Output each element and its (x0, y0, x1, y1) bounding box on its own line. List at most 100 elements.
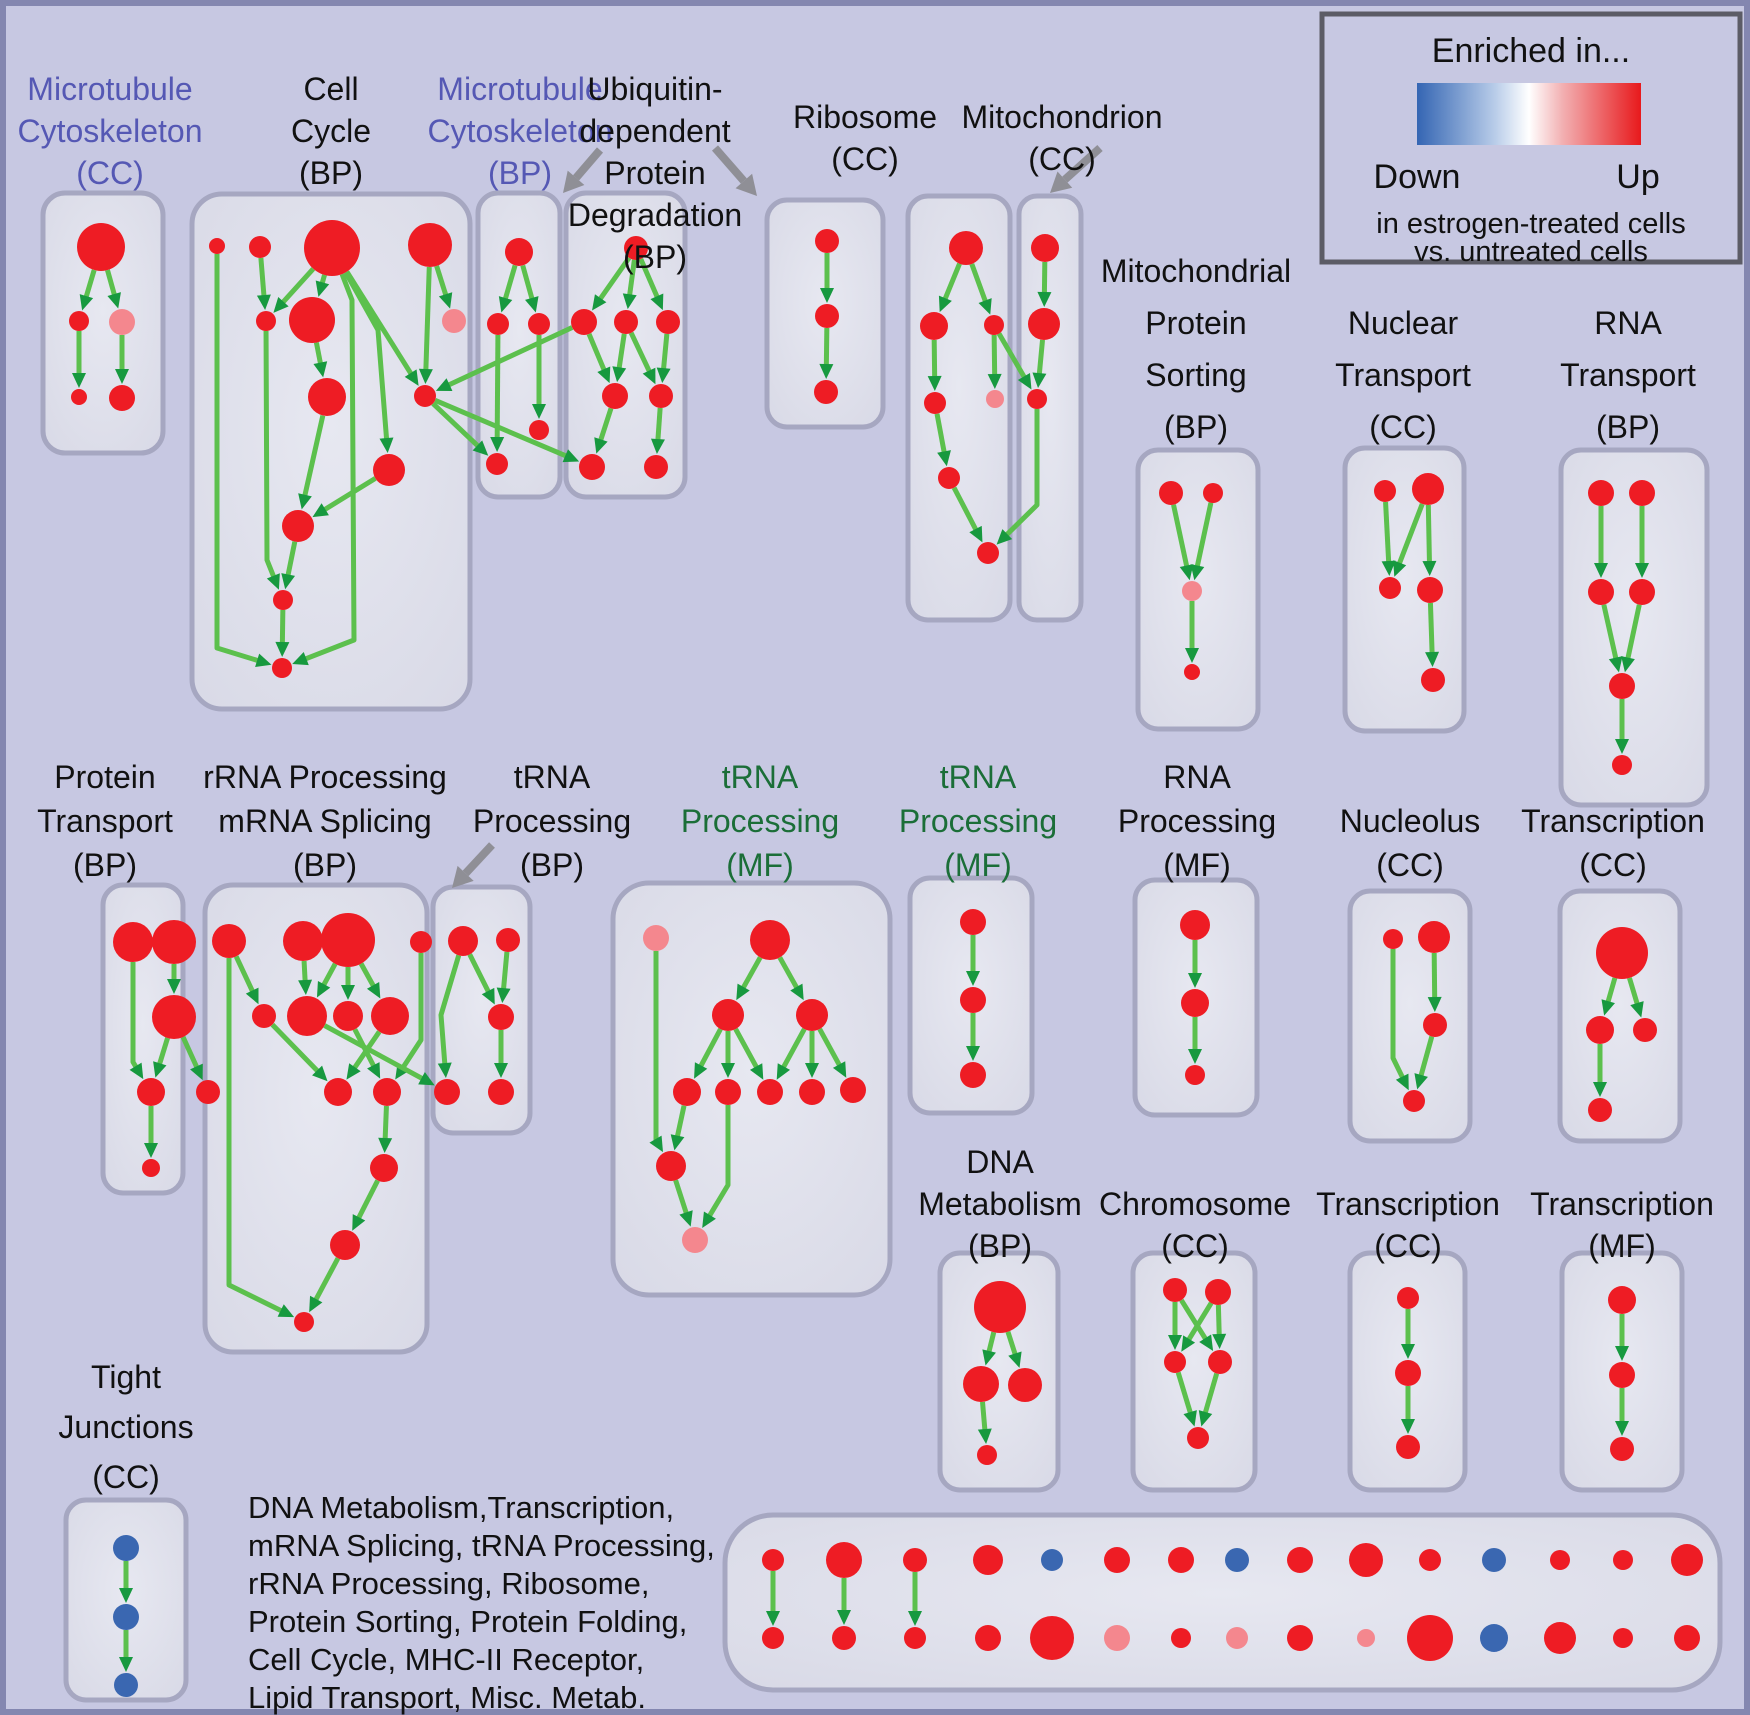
cluster-label-transcription-cc-row3: Transcription (1316, 1186, 1500, 1222)
edge-arrowhead (749, 1063, 764, 1080)
edge-arrowhead (266, 573, 280, 590)
edge-arrowhead (352, 1214, 366, 1231)
edge-arrowhead (1181, 1335, 1196, 1352)
gene-node-S3 (1182, 581, 1202, 601)
collapsed-terms-text-line: Protein Sorting, Protein Folding, (248, 1604, 687, 1639)
cluster-label-ubiquitin-dependent-protein-degradation-bp: (BP) (623, 239, 687, 275)
edge-arrowhead (977, 1428, 992, 1445)
gene-node-M1 (487, 313, 509, 335)
edge-arrowhead (982, 1349, 996, 1366)
gene-node-G6 (757, 1079, 783, 1105)
edge-arrowhead (1183, 1410, 1197, 1427)
gene-node-X0 (113, 1535, 139, 1561)
edge-arrowhead (592, 294, 607, 311)
edge-line (319, 962, 338, 990)
edge-arrowhead (481, 987, 495, 1005)
cluster-box-misc (722, 1512, 1723, 1693)
gene-node-B10b (1357, 1629, 1375, 1647)
edge-arrowhead (1615, 1421, 1629, 1436)
cluster-label-rna-transport-bp: (BP) (1596, 409, 1660, 445)
edge-line (312, 1257, 341, 1304)
edge-line (1184, 1301, 1214, 1344)
gene-node-H0 (960, 909, 986, 935)
gene-node-N1 (1374, 480, 1396, 502)
gene-node-V2 (814, 380, 838, 404)
cluster-label-trna-processing-mf-2: tRNA (940, 759, 1017, 795)
gene-node-H1 (960, 987, 986, 1013)
edge-line (320, 476, 377, 514)
gene-node-Q13 (294, 1312, 314, 1332)
cluster-box-nu (1347, 888, 1473, 1144)
edge-line (494, 334, 501, 442)
gene-node-F1 (1395, 1360, 1421, 1386)
gene-node-T2 (1629, 480, 1655, 506)
edge-line (278, 267, 316, 307)
label-pointer-arrowhead (1050, 171, 1073, 193)
cluster-label-ubiquitin-dependent-protein-degradation-bp: Protein (604, 155, 705, 191)
gene-node-B9b (1287, 1625, 1313, 1651)
edge-line (941, 262, 962, 303)
edge-arrowhead (472, 440, 489, 456)
edge-arrowhead (1198, 1410, 1213, 1427)
gene-node-C1 (249, 236, 271, 258)
edge-line (1179, 1298, 1210, 1343)
gene-node-B13b (1544, 1622, 1576, 1654)
edge-line (697, 1027, 723, 1071)
gene-node-I0 (1180, 910, 1210, 940)
edge-line (1171, 504, 1190, 571)
edge-arrowhead (837, 1610, 851, 1625)
gene-node-E1 (1205, 1279, 1231, 1305)
gene-node-U5 (649, 384, 673, 408)
edge-arrowhead (927, 375, 942, 392)
gene-node-E0 (1163, 1278, 1187, 1302)
edge-arrowhead (532, 404, 546, 419)
legend-up-label: Up (1616, 158, 1659, 196)
cluster-label-protein-transport-bp: Protein (54, 759, 155, 795)
gene-node-W0 (1031, 234, 1059, 262)
gene-node-N2 (1412, 473, 1444, 505)
gene-node-C7 (308, 378, 346, 416)
cluster-label-rna-transport-bp: Transport (1560, 357, 1696, 393)
edge-line (434, 398, 570, 460)
gene-node-P1 (152, 920, 196, 964)
gene-node-E3 (1208, 1350, 1232, 1374)
gene-node-F2 (1396, 1435, 1420, 1459)
edge-arrowhead (1393, 560, 1407, 577)
gene-node-A4 (71, 389, 87, 405)
edge-arrowhead (1635, 563, 1649, 578)
edge-arrowhead (313, 361, 328, 378)
cluster-box-tc (1557, 888, 1683, 1144)
cluster-label-ubiquitin-dependent-protein-degradation-bp: Ubiquitin- (587, 71, 722, 107)
cluster-label-rrna-processing-mrna-splicing-bp: (BP) (293, 847, 357, 883)
cluster-label-transcription-cc-row2: Transcription (1521, 803, 1705, 839)
gene-node-TB3 (434, 1079, 460, 1105)
edge-arrowhead (316, 980, 331, 998)
cluster-label-trna-processing-mf-2: (MF) (944, 847, 1012, 883)
edge-line (258, 257, 267, 300)
cluster-label-microtubule-cytoskeleton-cc: Microtubule (27, 71, 192, 107)
edge-line (1194, 502, 1214, 571)
gene-node-J1 (1418, 921, 1450, 953)
cluster-label-mitochondrial-protein-sorting-bp: Mitochondrial (1101, 253, 1291, 289)
edge-arrowhead (594, 437, 608, 454)
edge-arrowhead (987, 373, 1002, 390)
gene-node-B9t (1287, 1547, 1313, 1573)
cluster-label-chromosome-cc: Chromosome (1099, 1186, 1291, 1222)
gene-node-I2 (1185, 1065, 1205, 1085)
edge-arrowhead (256, 294, 271, 311)
gene-node-U6 (579, 454, 605, 480)
gene-node-B14b (1613, 1628, 1633, 1648)
gene-node-P4 (142, 1159, 160, 1177)
edge-arrowhead (107, 292, 121, 309)
cluster-label-cell-cycle-bp: Cycle (291, 113, 371, 149)
gene-node-L1 (1609, 1362, 1635, 1388)
edge-line (660, 333, 670, 373)
gene-node-B3b (904, 1627, 926, 1649)
collapsed-terms-text-line: rRNA Processing, Ribosome, (248, 1566, 649, 1601)
gene-node-Q5 (287, 996, 327, 1036)
edge-line (399, 953, 424, 1072)
cluster-label-rna-processing-mf: Processing (1118, 803, 1276, 839)
cluster-label-mitochondrial-protein-sorting-bp: (BP) (1164, 409, 1228, 445)
gene-node-A1 (77, 223, 125, 271)
edge-arrowhead (736, 983, 750, 1001)
